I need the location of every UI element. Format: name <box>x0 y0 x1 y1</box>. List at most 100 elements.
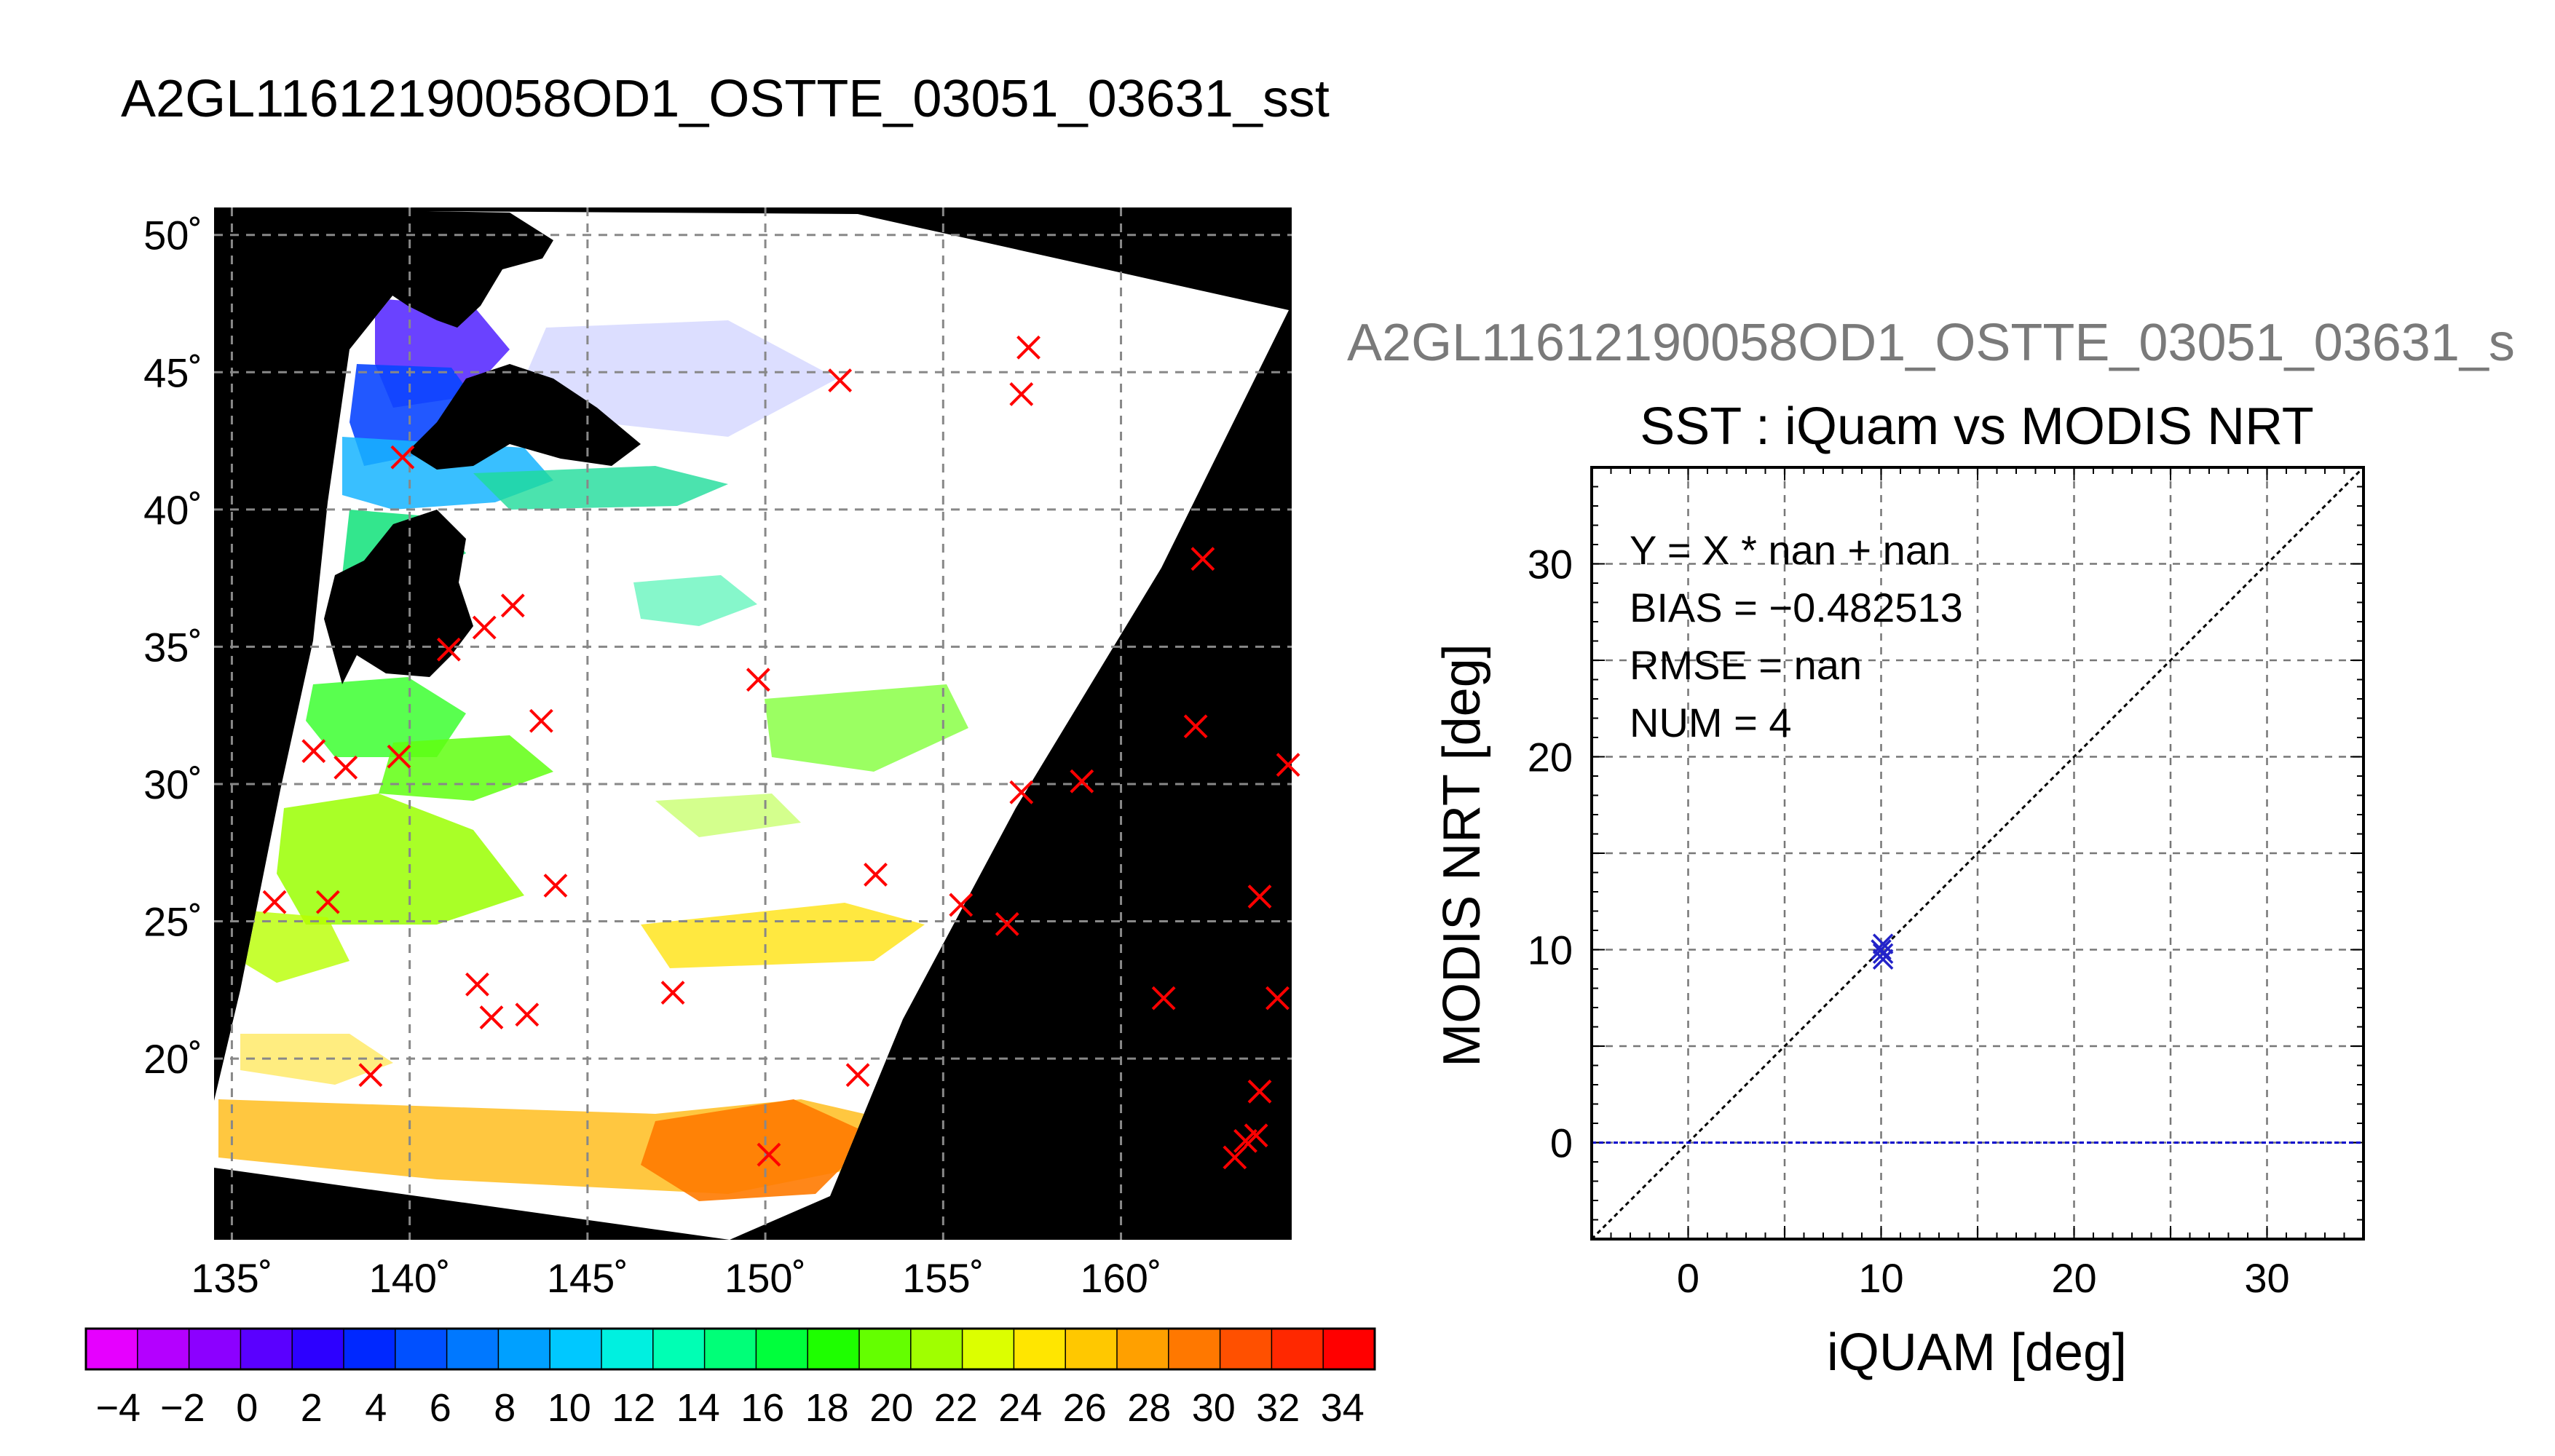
matchup-marker <box>1016 335 1040 360</box>
matchup-marker <box>543 874 568 898</box>
matchup-marker <box>301 739 326 764</box>
matchup-marker <box>1009 780 1034 804</box>
colorbar-labels: −4 −2 0 2 4 6 8 10 12 14 16 18 20 22 24 26 28 30 32 34 <box>95 1386 1364 1430</box>
matchup-marker <box>1247 1079 1272 1104</box>
colorbar-segment <box>240 1329 293 1369</box>
scatter-frame <box>1590 466 2365 1241</box>
land <box>324 211 641 684</box>
colorbar-segment <box>601 1329 654 1369</box>
lat-tick-label: 40˚ <box>143 487 202 533</box>
colorbar-segment <box>1065 1329 1118 1369</box>
matchup-marker <box>828 368 853 393</box>
colorbar-tick-label: 10 <box>548 1386 591 1430</box>
lat-tick-label: 35˚ <box>143 624 202 670</box>
colorbar-segment <box>1014 1329 1066 1369</box>
colorbar-tick-label: 34 <box>1321 1386 1365 1430</box>
colorbar-segment <box>1220 1329 1272 1369</box>
colorbar-tick-label: 14 <box>676 1386 720 1430</box>
lat-tick-label: 30˚ <box>143 761 202 807</box>
colorbar-tick-label: 4 <box>365 1386 387 1430</box>
colorbar-segment <box>446 1329 499 1369</box>
matchup-marker <box>1276 753 1300 777</box>
scatter-stat-line: Y = X * nan + nan <box>1630 527 1951 573</box>
colorbar-tick-label: 32 <box>1256 1386 1300 1430</box>
lat-tick-label: 50˚ <box>143 213 202 258</box>
scatter-y-tick-label: 0 <box>1550 1120 1573 1166</box>
matchup-marker <box>1190 547 1215 571</box>
scatter-point <box>1872 933 1894 954</box>
colorbar-segment <box>395 1329 448 1369</box>
map-lon-labels: 135˚ 140˚ 145˚ 150˚ 155˚ 160˚ <box>191 1255 1161 1301</box>
scatter-point <box>1871 939 1892 960</box>
scatter-stat-line: RMSE = nan <box>1630 642 1862 688</box>
matchup-markers <box>262 335 1300 1170</box>
colorbar-segment <box>498 1329 550 1369</box>
matchup-marker <box>529 708 553 733</box>
scatter-y-axis-label: MODIS NRT [deg] <box>1433 644 1491 1067</box>
matchup-marker <box>1151 986 1176 1010</box>
colorbar-tick-label: 8 <box>494 1386 516 1430</box>
matchup-marker <box>995 911 1019 936</box>
lat-tick-label: 25˚ <box>143 899 202 945</box>
matchup-marker <box>390 445 415 470</box>
scatter-x-tick-label: 10 <box>1858 1255 1903 1301</box>
colorbar-segment <box>86 1329 138 1369</box>
scatter-x-tick-label: 20 <box>2051 1255 2096 1301</box>
matchup-marker <box>1247 885 1272 909</box>
colorbar-tick-label: 20 <box>869 1386 913 1430</box>
matchup-marker <box>387 744 411 769</box>
matchup-marker <box>1244 1123 1268 1148</box>
colorbar-tick-label: 16 <box>741 1386 784 1430</box>
scatter-file-title: A2GL11612190058OD1_OSTTE_03051_03631_s <box>1347 314 2515 372</box>
matchup-marker <box>262 890 287 914</box>
matchup-marker <box>333 755 358 780</box>
colorbar-segment <box>189 1329 241 1369</box>
matchup-marker <box>1070 769 1094 794</box>
lat-tick-label: 20˚ <box>143 1036 202 1082</box>
lon-tick-label: 140˚ <box>369 1255 451 1301</box>
matchup-marker <box>472 615 497 640</box>
matchup-marker <box>1183 714 1208 739</box>
matchup-marker <box>315 890 340 914</box>
matchup-marker <box>845 1063 870 1088</box>
colorbar-segment <box>962 1329 1014 1369</box>
lon-tick-label: 160˚ <box>1080 1255 1161 1301</box>
matchup-marker <box>1009 382 1034 406</box>
colorbar-tick-label: 6 <box>430 1386 451 1430</box>
colorbar-segment <box>344 1329 396 1369</box>
matchup-marker <box>746 668 770 692</box>
scatter-stat-line: BIAS = −0.482513 <box>1630 585 1963 630</box>
lon-tick-label: 150˚ <box>724 1255 806 1301</box>
scatter-y-tick-label: 10 <box>1528 927 1573 973</box>
colorbar-tick-label: 26 <box>1063 1386 1107 1430</box>
matchup-marker <box>500 593 525 618</box>
colorbar-segment <box>292 1329 344 1369</box>
main-title: A2GL11612190058OD1_OSTTE_03051_03631_sst <box>121 70 1330 128</box>
scatter-plot: 0 10 20 30 0 10 20 30 <box>1528 466 2365 1301</box>
scatter-x-tick-label: 30 <box>2244 1255 2289 1301</box>
colorbar-tick-label: 22 <box>934 1386 978 1430</box>
matchup-marker <box>465 972 489 997</box>
one-to-one-line <box>1590 466 2365 1241</box>
map-grid <box>214 207 1292 1240</box>
colorbar-segment <box>1271 1329 1324 1369</box>
colorbar-segment <box>704 1329 757 1369</box>
matchup-marker <box>479 1005 504 1029</box>
scatter-point <box>1872 943 1894 965</box>
colorbar <box>84 1327 1376 1371</box>
colorbar-tick-label: 12 <box>612 1386 655 1430</box>
colorbar-segment <box>550 1329 602 1369</box>
scatter-y-tick-label: 30 <box>1528 542 1573 587</box>
colorbar-segment <box>1117 1329 1169 1369</box>
scatter-stats: Y = X * nan + nan BIAS = −0.482513 RMSE = … <box>1630 527 1963 745</box>
scatter-y-tick-label: 20 <box>1528 735 1573 780</box>
matchup-marker <box>1265 986 1290 1010</box>
lon-tick-label: 155˚ <box>902 1255 984 1301</box>
colorbar-segment <box>756 1329 808 1369</box>
colorbar-segment <box>859 1329 912 1369</box>
colorbar-tick-label: −4 <box>95 1386 141 1430</box>
matchup-marker <box>515 1002 540 1027</box>
matchup-marker <box>864 863 888 887</box>
scatter-x-axis-label: iQUAM [deg] <box>1827 1324 2127 1382</box>
